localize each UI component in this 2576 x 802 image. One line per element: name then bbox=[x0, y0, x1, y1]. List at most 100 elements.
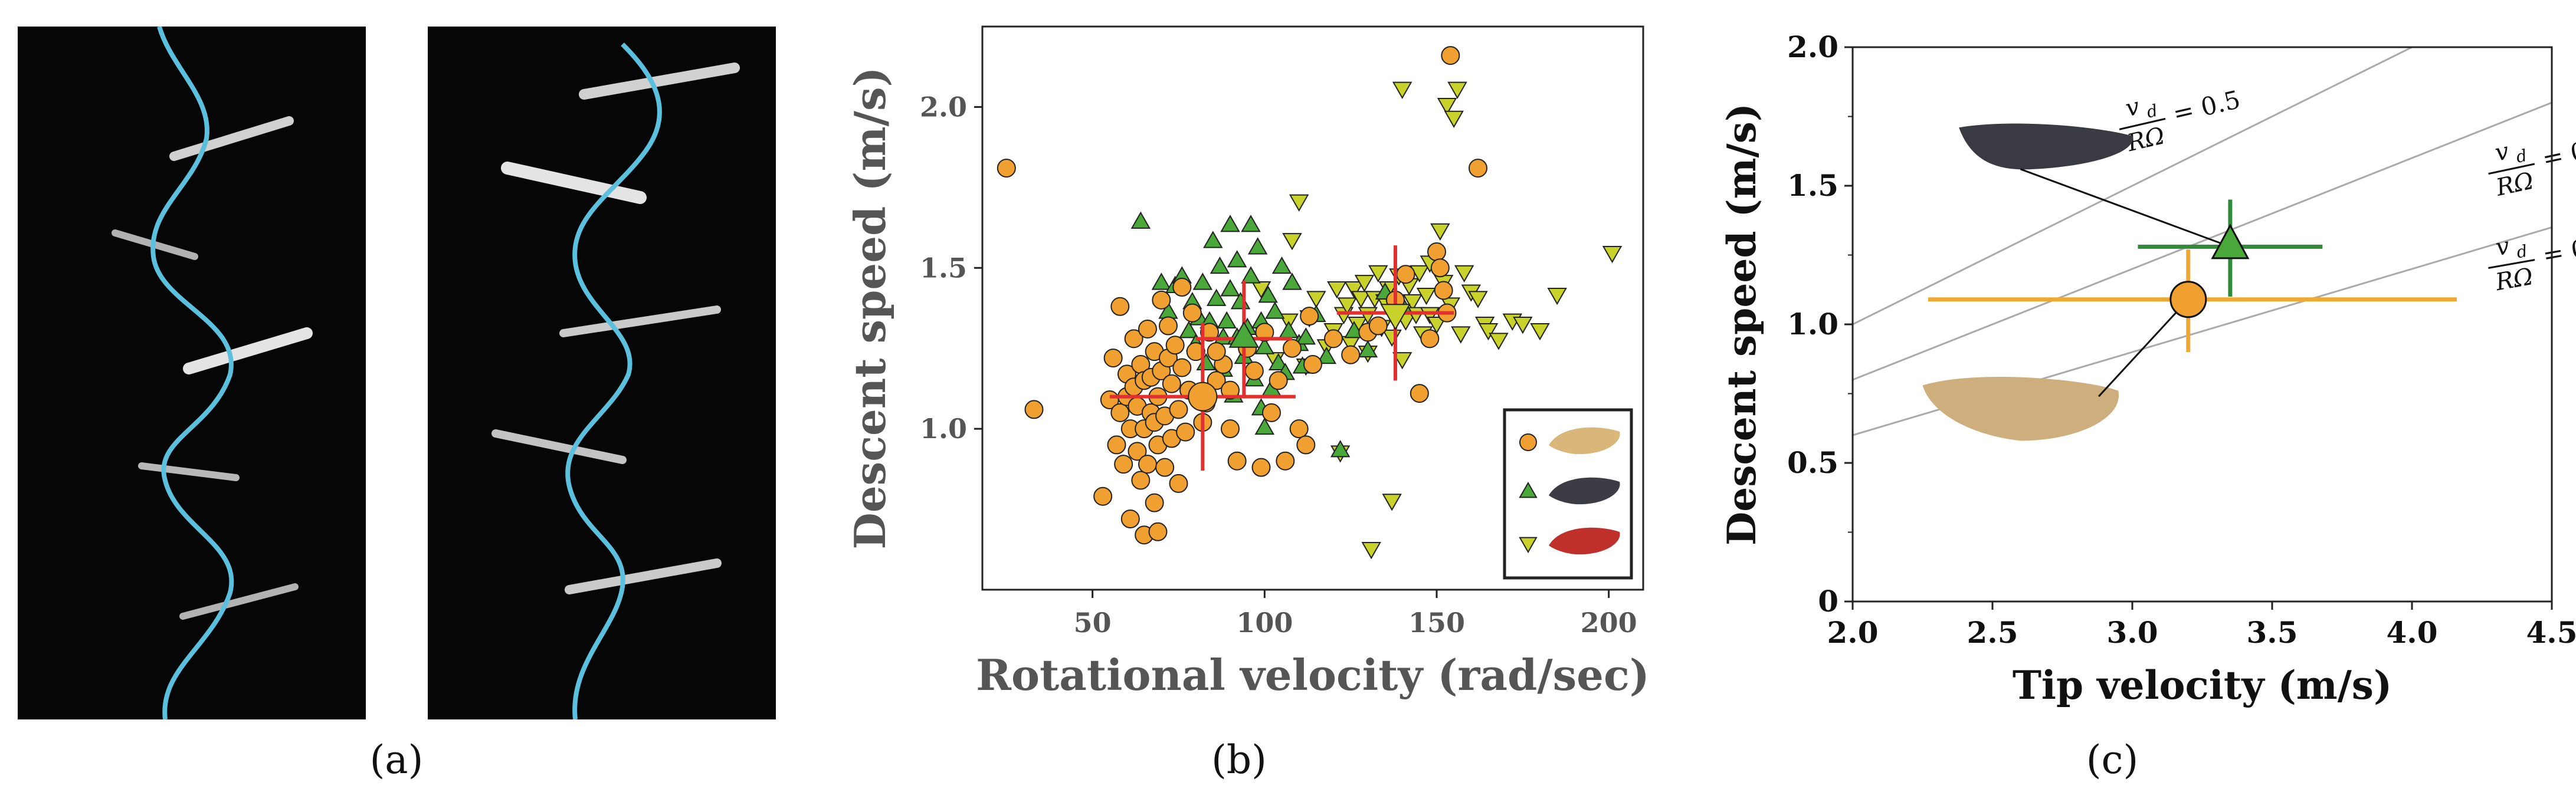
legend-seed-green bbox=[1549, 477, 1620, 505]
y-tick-label-b: 1.0 bbox=[920, 413, 967, 445]
data-point-orange bbox=[1420, 329, 1440, 349]
data-point-orange bbox=[1155, 458, 1175, 477]
data-point-orange bbox=[1207, 371, 1226, 390]
mean-yellow-b bbox=[1336, 245, 1454, 381]
streak-1 bbox=[169, 116, 294, 161]
data-point-orange bbox=[1093, 487, 1113, 506]
y-tick-label-b: 2.0 bbox=[920, 91, 967, 123]
data-point-yellow bbox=[1602, 246, 1623, 264]
data-point-orange bbox=[1262, 403, 1281, 422]
seed-light-c bbox=[1922, 377, 2119, 441]
x-tick-label-c: 2.5 bbox=[1967, 615, 2018, 650]
data-point-orange bbox=[1324, 329, 1343, 349]
data-point-orange bbox=[1128, 442, 1147, 461]
x-tick-label-b: 100 bbox=[1236, 607, 1293, 639]
legend-marker-orange bbox=[1519, 433, 1537, 451]
y-tick-label-c: 1.0 bbox=[1787, 307, 1838, 341]
data-point-orange bbox=[1165, 336, 1185, 355]
marker-green bbox=[2211, 223, 2250, 259]
photo-right-svg bbox=[428, 27, 776, 719]
ratio-line-0.5 bbox=[1853, 47, 2414, 326]
data-point-green bbox=[1210, 257, 1230, 274]
samara-streaks-right bbox=[491, 63, 740, 594]
data-point-orange bbox=[1138, 319, 1157, 338]
ratio-label-bar bbox=[2488, 259, 2535, 269]
data-point-orange bbox=[1162, 374, 1181, 393]
data-point-orange bbox=[1103, 349, 1123, 368]
data-point-orange bbox=[1024, 400, 1044, 419]
data-point-yellow bbox=[1547, 287, 1567, 305]
streak-r4 bbox=[491, 429, 627, 464]
data-point-orange bbox=[1114, 455, 1133, 474]
data-point-yellow bbox=[1306, 291, 1326, 308]
plot-frame-c bbox=[1851, 46, 2553, 603]
data-point-orange bbox=[1159, 316, 1178, 336]
data-point-yellow bbox=[1282, 233, 1302, 251]
data-point-orange bbox=[1276, 451, 1295, 471]
mean-green-b bbox=[1195, 281, 1292, 397]
data-point-yellow bbox=[1513, 317, 1533, 334]
data-point-yellow bbox=[1444, 110, 1464, 129]
data-point-green bbox=[1268, 353, 1289, 370]
y-tick-label-c: 2.0 bbox=[1787, 29, 1838, 64]
data-point-green bbox=[1344, 321, 1364, 338]
data-point-orange bbox=[1296, 435, 1316, 455]
data-point-green bbox=[1241, 215, 1261, 232]
streak-5 bbox=[179, 583, 299, 620]
caption-c-text: (c) bbox=[2086, 737, 2139, 783]
ratio-line-0.4 bbox=[1853, 101, 2552, 381]
data-point-green bbox=[1296, 327, 1316, 345]
seed-images-c bbox=[1922, 123, 2231, 441]
point-green-c bbox=[2138, 199, 2323, 297]
ratio-label-value: = 0.3 bbox=[2541, 229, 2576, 269]
trajectory-right bbox=[565, 42, 662, 719]
x-tick-label-b: 150 bbox=[1408, 607, 1465, 639]
data-point-orange bbox=[1221, 419, 1240, 439]
x-tick-label-c: 3.5 bbox=[2247, 615, 2298, 650]
data-point-yellow bbox=[1427, 317, 1447, 334]
data-point-green bbox=[1151, 272, 1172, 290]
ratio-label-value: = 0.4 bbox=[2540, 132, 2576, 174]
data-point-orange bbox=[1244, 361, 1264, 380]
ratio-label-sub: d bbox=[2145, 101, 2159, 122]
data-point-yellow bbox=[1530, 323, 1550, 341]
data-point-orange bbox=[1427, 242, 1446, 261]
data-point-yellow bbox=[1478, 323, 1499, 341]
ratio-label-den: RΩ bbox=[2493, 263, 2535, 296]
ratio-label-value: = 0.5 bbox=[2170, 85, 2243, 129]
data-point-green bbox=[1254, 417, 1275, 435]
x-tick-label-c: 4.5 bbox=[2526, 615, 2576, 650]
data-point-orange bbox=[1182, 303, 1202, 323]
ratio-label-bar bbox=[2119, 117, 2166, 130]
data-point-orange bbox=[1227, 451, 1247, 471]
x-axis-label-c: Tip velocity (m/s) bbox=[2013, 662, 2392, 708]
data-point-green bbox=[1241, 266, 1261, 284]
data-point-yellow bbox=[1454, 265, 1474, 283]
data-point-yellow bbox=[1354, 275, 1375, 292]
leader-dark-c bbox=[2020, 168, 2231, 248]
data-point-orange bbox=[1200, 323, 1219, 342]
legend-seed-orange bbox=[1549, 427, 1620, 455]
caption-b: (b) bbox=[1180, 737, 1298, 783]
data-point-green bbox=[1206, 288, 1227, 306]
x-axis-label-b: Rotational velocity (rad/sec) bbox=[976, 650, 1650, 700]
data-point-orange bbox=[1110, 297, 1130, 316]
data-point-orange bbox=[1396, 265, 1415, 284]
y-tick-label-c: 0 bbox=[1818, 584, 1838, 619]
legend-marker-green bbox=[1519, 481, 1538, 498]
data-point-orange bbox=[1368, 316, 1388, 336]
streak-r3 bbox=[559, 305, 721, 337]
ratio-label-den: RΩ bbox=[2493, 167, 2536, 202]
data-point-orange bbox=[1172, 358, 1192, 377]
data-point-green bbox=[1227, 250, 1247, 268]
data-point-yellow bbox=[1337, 297, 1358, 315]
x-tick-label-c: 3.0 bbox=[2107, 615, 2158, 650]
data-point-green bbox=[1130, 211, 1151, 229]
ratio-lines-c bbox=[1853, 47, 2552, 436]
y-tick-label-b: 1.5 bbox=[920, 252, 967, 284]
leader-light-c bbox=[2098, 298, 2189, 397]
data-point-yellow bbox=[1251, 281, 1271, 299]
data-point-orange bbox=[1152, 290, 1171, 310]
ratio-label-num: v bbox=[2493, 232, 2512, 261]
data-point-orange bbox=[1107, 435, 1126, 455]
